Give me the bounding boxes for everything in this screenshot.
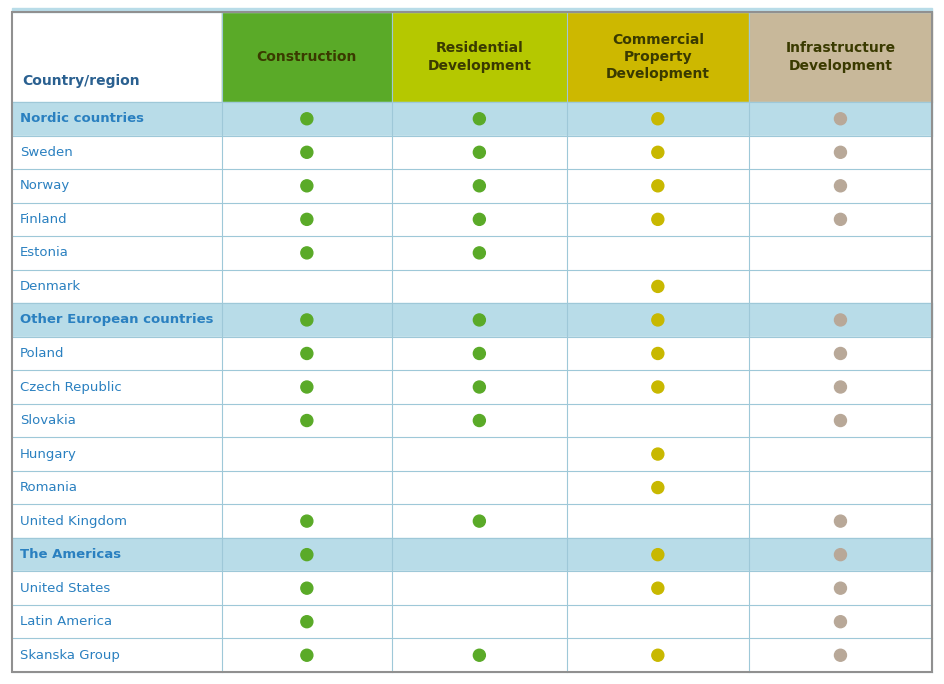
Text: Romania: Romania — [20, 481, 78, 494]
Circle shape — [652, 146, 664, 158]
Circle shape — [473, 247, 485, 259]
Circle shape — [301, 582, 312, 594]
Bar — [12, 471, 932, 504]
Circle shape — [301, 146, 312, 158]
Circle shape — [652, 549, 664, 561]
Circle shape — [473, 113, 485, 124]
Circle shape — [473, 180, 485, 192]
Circle shape — [652, 314, 664, 326]
Circle shape — [652, 213, 664, 225]
Circle shape — [834, 314, 847, 326]
Circle shape — [834, 381, 847, 393]
Text: Construction: Construction — [257, 50, 357, 64]
Text: Commercial
Property
Development: Commercial Property Development — [606, 33, 710, 81]
Circle shape — [473, 314, 485, 326]
Circle shape — [834, 180, 847, 192]
Text: Estonia: Estonia — [20, 246, 69, 259]
Circle shape — [834, 146, 847, 158]
Bar — [12, 404, 932, 437]
Bar — [566, 12, 749, 102]
Text: Country/region: Country/region — [22, 74, 140, 88]
Text: Czech Republic: Czech Republic — [20, 380, 122, 393]
Bar — [12, 236, 932, 269]
Text: Denmark: Denmark — [20, 280, 81, 293]
Text: Sweden: Sweden — [20, 146, 73, 159]
Circle shape — [652, 113, 664, 124]
Bar — [12, 135, 932, 169]
Bar — [12, 605, 932, 638]
Circle shape — [301, 314, 312, 326]
Circle shape — [834, 347, 847, 360]
Bar — [12, 538, 932, 571]
Text: Infrastructure
Development: Infrastructure Development — [785, 41, 896, 73]
Circle shape — [473, 381, 485, 393]
Circle shape — [652, 347, 664, 360]
Circle shape — [652, 482, 664, 494]
Text: Norway: Norway — [20, 179, 70, 192]
Bar — [12, 202, 932, 236]
Bar — [749, 12, 932, 102]
Text: Nordic countries: Nordic countries — [20, 112, 144, 125]
Circle shape — [834, 616, 847, 628]
Circle shape — [834, 649, 847, 661]
Bar — [12, 102, 932, 135]
Bar — [222, 12, 392, 102]
Text: United States: United States — [20, 581, 110, 594]
Circle shape — [834, 415, 847, 427]
Bar — [12, 8, 932, 12]
Circle shape — [652, 381, 664, 393]
Text: Latin America: Latin America — [20, 615, 112, 628]
Bar — [12, 437, 932, 471]
Bar — [12, 169, 932, 202]
Circle shape — [652, 180, 664, 192]
Bar — [12, 370, 932, 404]
Circle shape — [301, 247, 312, 259]
Text: Other European countries: Other European countries — [20, 313, 213, 326]
Bar — [12, 303, 932, 337]
Bar — [392, 12, 566, 102]
Bar — [12, 269, 932, 303]
Bar — [12, 12, 222, 102]
Circle shape — [301, 213, 312, 225]
Circle shape — [301, 415, 312, 427]
Circle shape — [652, 582, 664, 594]
Circle shape — [473, 146, 485, 158]
Text: Slovakia: Slovakia — [20, 414, 76, 427]
Circle shape — [301, 549, 312, 561]
Circle shape — [834, 549, 847, 561]
Text: United Kingdom: United Kingdom — [20, 514, 127, 527]
Bar — [12, 638, 932, 672]
Circle shape — [301, 381, 312, 393]
Circle shape — [834, 113, 847, 124]
Text: Hungary: Hungary — [20, 447, 76, 460]
Circle shape — [301, 515, 312, 527]
Bar — [12, 571, 932, 605]
Circle shape — [652, 448, 664, 460]
Circle shape — [473, 515, 485, 527]
Circle shape — [473, 213, 485, 225]
Circle shape — [652, 280, 664, 293]
Circle shape — [834, 515, 847, 527]
Circle shape — [652, 649, 664, 661]
Bar — [12, 337, 932, 370]
Circle shape — [301, 180, 312, 192]
Text: Finland: Finland — [20, 213, 68, 226]
Text: The Americas: The Americas — [20, 548, 121, 561]
Text: Skanska Group: Skanska Group — [20, 648, 120, 661]
Circle shape — [834, 213, 847, 225]
Text: Poland: Poland — [20, 347, 64, 360]
Circle shape — [834, 582, 847, 594]
Bar — [12, 504, 932, 538]
Circle shape — [301, 616, 312, 628]
Circle shape — [301, 649, 312, 661]
Text: Residential
Development: Residential Development — [428, 41, 531, 73]
Circle shape — [301, 113, 312, 124]
Circle shape — [301, 347, 312, 360]
Circle shape — [473, 649, 485, 661]
Circle shape — [473, 415, 485, 427]
Circle shape — [473, 347, 485, 360]
